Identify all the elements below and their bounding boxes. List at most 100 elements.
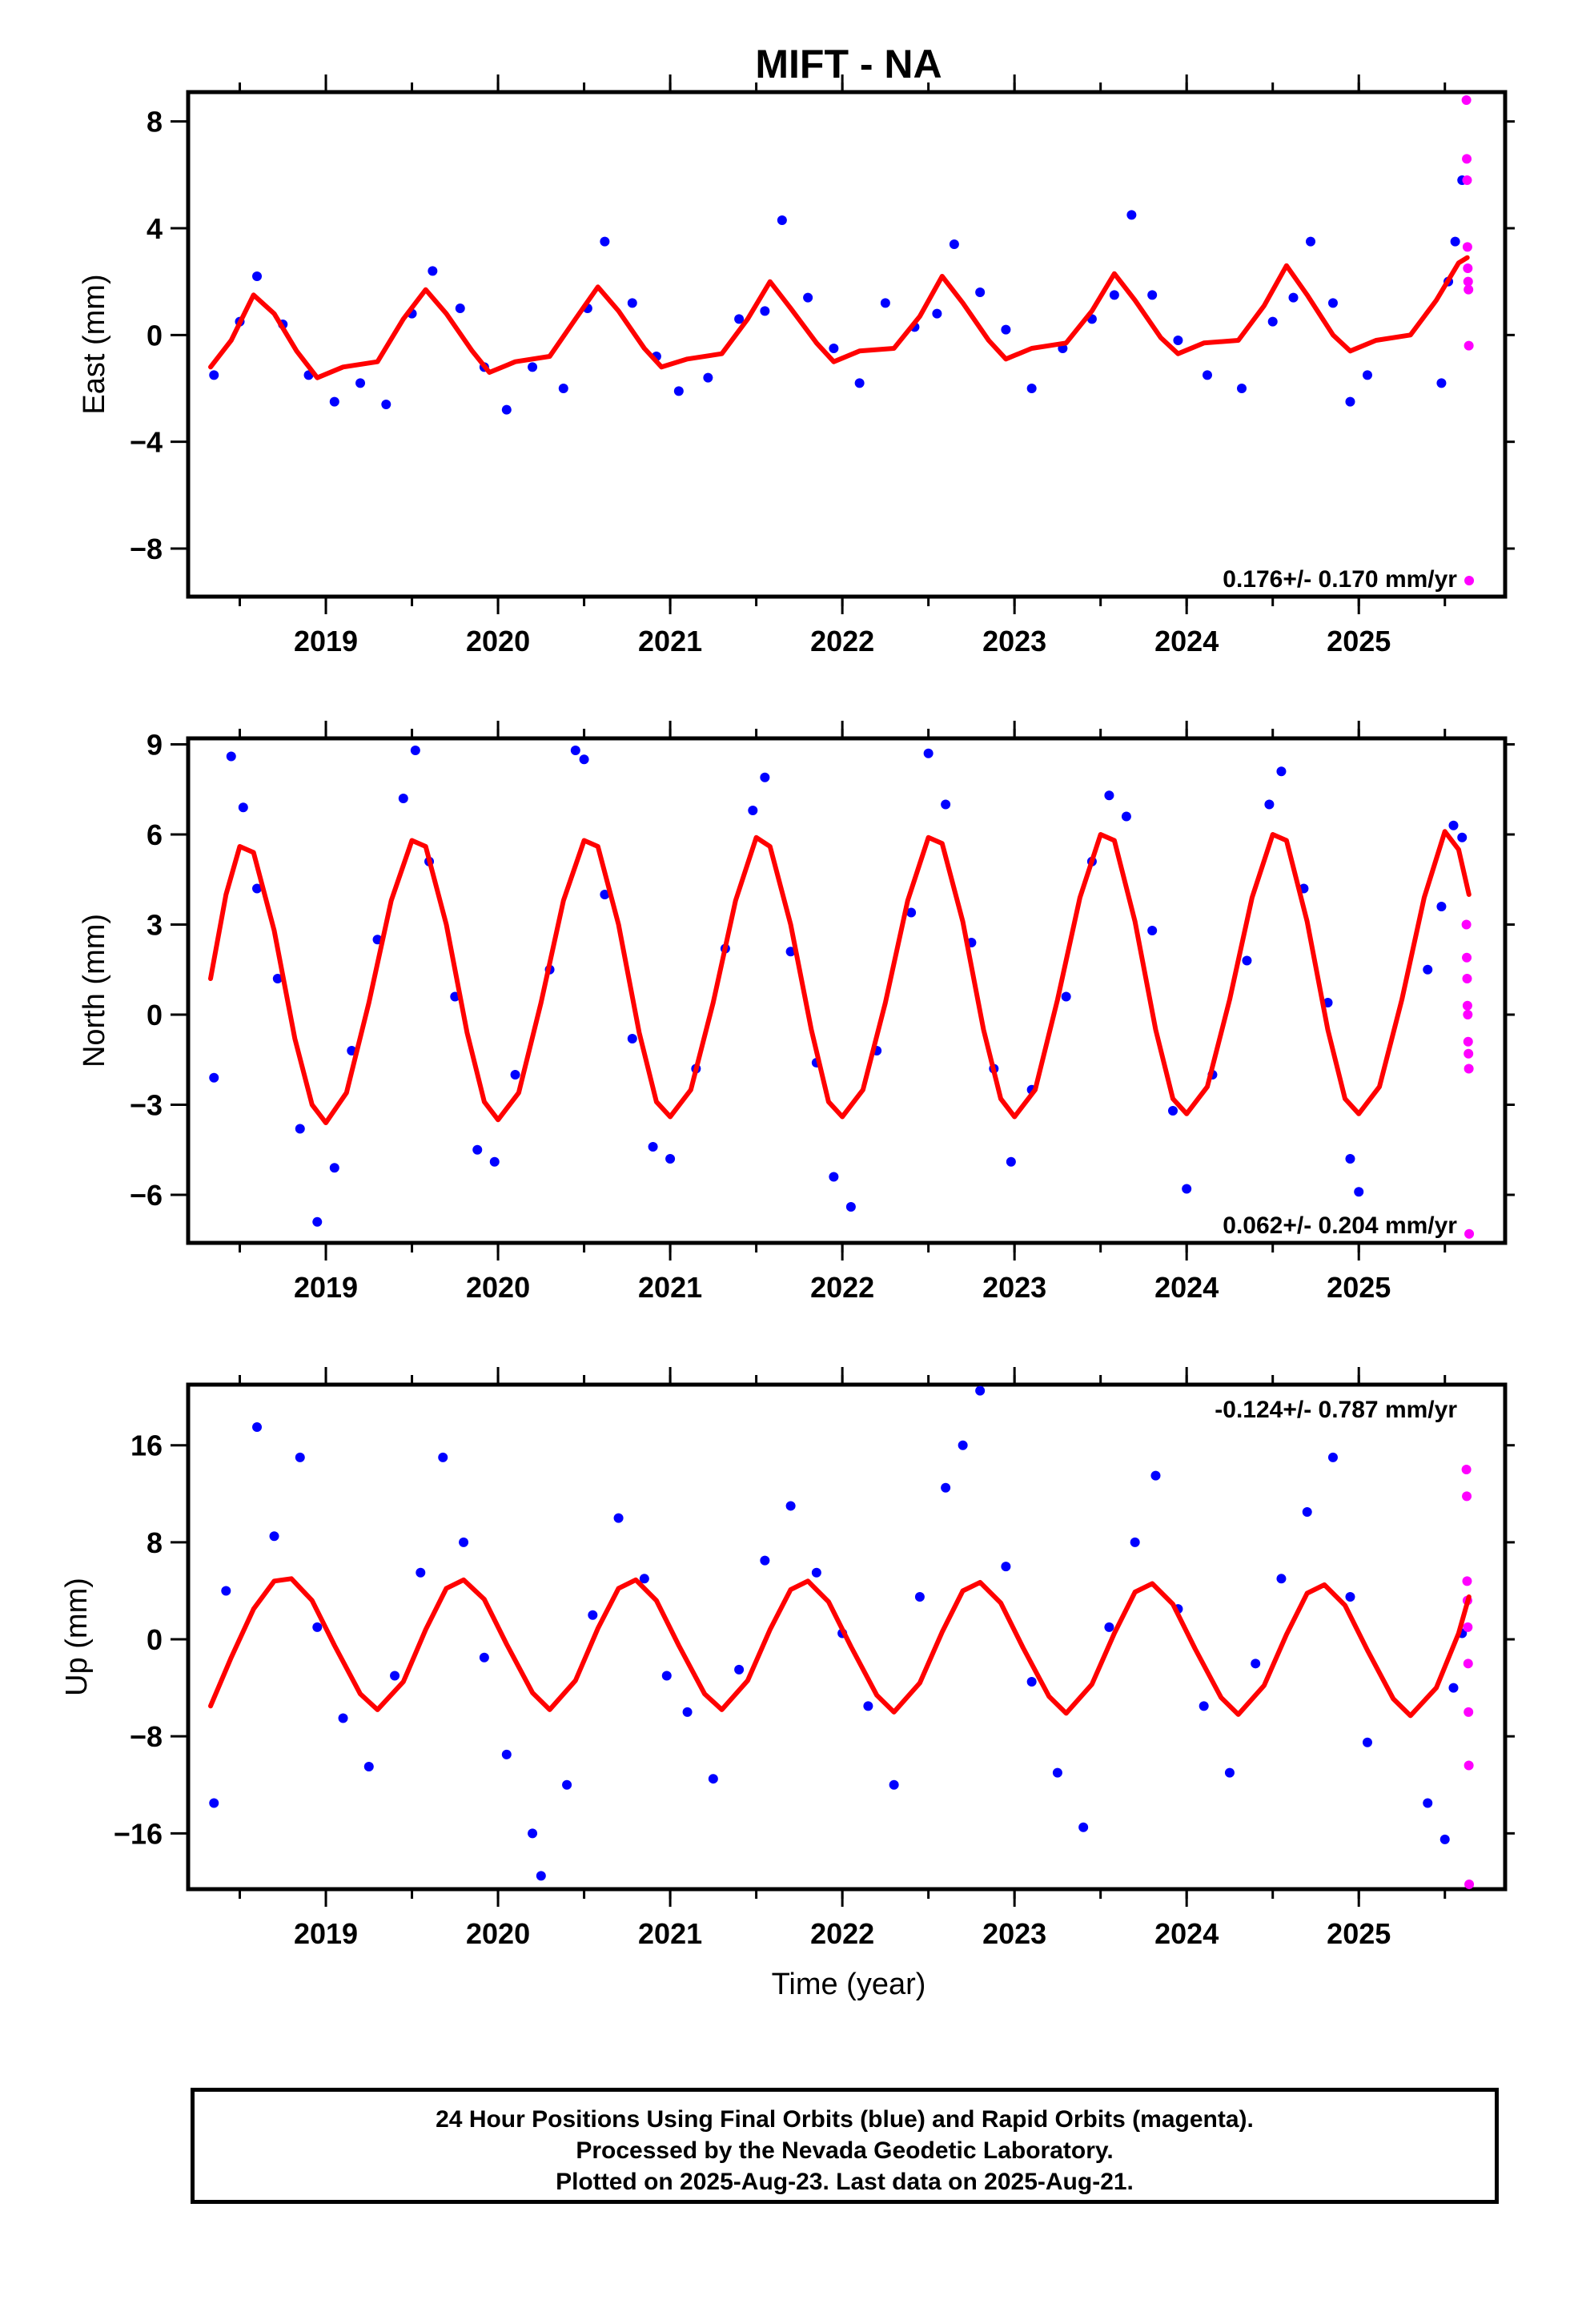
up-final-orbit-point xyxy=(390,1671,400,1681)
east-y-tick-label: −8 xyxy=(130,533,163,565)
east-final-orbit-point xyxy=(501,404,512,415)
east-x-tick-label: 2020 xyxy=(466,625,530,657)
up-final-orbit-point xyxy=(941,1482,951,1493)
up-final-orbit-point xyxy=(295,1452,305,1462)
north-final-orbit-point xyxy=(472,1144,483,1155)
north-final-orbit-point xyxy=(1276,766,1287,777)
east-rapid-orbit-point xyxy=(1464,340,1474,351)
up-final-orbit-point xyxy=(889,1779,899,1790)
up-final-orbit-point xyxy=(501,1749,512,1759)
up-final-orbit-point xyxy=(1439,1834,1450,1844)
north-final-orbit-point xyxy=(510,1070,520,1080)
north-y-tick-label: −3 xyxy=(130,1089,163,1122)
up-final-orbit-point xyxy=(914,1592,925,1602)
north-x-tick-label: 2023 xyxy=(982,1271,1046,1304)
north-final-orbit-point xyxy=(1121,811,1131,822)
east-x-tick-label: 2021 xyxy=(638,625,702,657)
up-rapid-orbit-point xyxy=(1462,1576,1472,1586)
east-final-orbit-point xyxy=(854,378,865,388)
up-x-tick-label: 2019 xyxy=(294,1917,358,1950)
up-x-tick-label: 2020 xyxy=(466,1917,530,1950)
north-rapid-orbit-point xyxy=(1464,1063,1474,1074)
north-final-orbit-point xyxy=(1345,1154,1355,1164)
east-final-orbit-point xyxy=(381,400,391,409)
north-final-orbit-point xyxy=(829,1172,839,1182)
footer-line-3: Plotted on 2025-Aug-23. Last data on 202… xyxy=(556,2169,1134,2195)
up-x-tick-label: 2022 xyxy=(810,1917,874,1950)
footer-line-2: Processed by the Nevada Geodetic Laborat… xyxy=(576,2137,1114,2164)
north-final-orbit-point xyxy=(410,746,420,755)
up-final-orbit-point xyxy=(221,1586,231,1596)
footer-line-1: 24 Hour Positions Using Final Orbits (bl… xyxy=(436,2106,1254,2133)
north-final-orbit-point xyxy=(295,1124,305,1134)
up-final-orbit-point xyxy=(1276,1574,1287,1584)
east-final-orbit-point xyxy=(1173,336,1183,345)
north-rate-label: 0.062+/- 0.204 mm/yr xyxy=(1223,1212,1457,1239)
north-final-orbit-point xyxy=(1354,1187,1364,1197)
north-final-orbit-point xyxy=(760,772,770,782)
up-y-axis-label: Up (mm) xyxy=(60,1578,94,1696)
up-final-orbit-point xyxy=(1327,1452,1338,1462)
north-final-orbit-point xyxy=(209,1072,219,1083)
north-final-orbit-point xyxy=(648,1142,658,1152)
north-rapid-orbit-point xyxy=(1463,1010,1473,1019)
up-rapid-orbit-point xyxy=(1462,1491,1472,1502)
up-final-orbit-point xyxy=(269,1531,279,1542)
up-rapid-orbit-point xyxy=(1461,1465,1472,1475)
up-final-orbit-point xyxy=(958,1440,968,1450)
up-final-orbit-point xyxy=(459,1537,469,1547)
east-x-tick-label: 2023 xyxy=(982,625,1046,657)
north-final-orbit-point xyxy=(1436,902,1447,911)
east-final-orbit-point xyxy=(558,384,568,393)
up-rapid-orbit-point xyxy=(1464,1760,1474,1771)
up-x-tick-label: 2025 xyxy=(1327,1917,1391,1950)
east-rapid-orbit-point xyxy=(1461,95,1472,105)
east-final-orbit-point xyxy=(880,298,890,308)
north-final-orbit-point xyxy=(748,806,758,815)
east-final-orbit-point xyxy=(1267,316,1278,327)
east-x-tick-label: 2019 xyxy=(294,625,358,657)
up-final-orbit-point xyxy=(252,1422,263,1433)
up-final-orbit-point xyxy=(1251,1659,1261,1669)
up-final-orbit-point xyxy=(1026,1677,1037,1687)
up-rapid-orbit-point xyxy=(1463,1659,1473,1669)
up-final-orbit-point xyxy=(536,1871,546,1881)
up-final-orbit-point xyxy=(479,1652,489,1663)
east-y-tick-label: 0 xyxy=(147,319,163,352)
east-final-orbit-point xyxy=(777,215,787,225)
up-x-tick-label: 2021 xyxy=(638,1917,702,1950)
up-final-orbit-point xyxy=(1345,1592,1355,1602)
north-y-axis-label: North (mm) xyxy=(78,914,111,1068)
north-y-tick-label: 0 xyxy=(147,999,163,1031)
north-final-orbit-point xyxy=(238,802,248,813)
north-x-tick-label: 2024 xyxy=(1154,1271,1219,1304)
east-final-orbit-point xyxy=(803,292,813,303)
east-final-orbit-point xyxy=(1202,370,1212,380)
up-final-orbit-point xyxy=(1448,1683,1459,1693)
east-final-orbit-point xyxy=(600,236,610,247)
east-rapid-orbit-point xyxy=(1463,263,1473,273)
east-final-orbit-point xyxy=(329,396,339,407)
east-x-tick-label: 2024 xyxy=(1154,625,1219,657)
north-panel: North (mm) 2019 2020 2021 2022 2023 2024 2025 9… xyxy=(78,721,1515,1304)
east-final-orbit-point xyxy=(1147,290,1158,300)
east-final-orbit-point xyxy=(1450,236,1460,247)
north-plot-frame xyxy=(186,736,1508,1245)
north-rapid-orbit-point xyxy=(1462,1000,1472,1011)
up-final-orbit-point xyxy=(1302,1507,1312,1518)
north-y-tick-label: 3 xyxy=(147,909,163,942)
east-final-orbit-point xyxy=(1436,378,1447,388)
up-final-orbit-point xyxy=(1362,1737,1372,1747)
up-final-orbit-point xyxy=(785,1501,796,1511)
east-final-orbit-point xyxy=(1362,370,1372,380)
east-x-tick-label: 2022 xyxy=(810,625,874,657)
up-final-orbit-point xyxy=(682,1707,693,1717)
east-final-orbit-point xyxy=(1126,210,1137,220)
up-final-orbit-point xyxy=(363,1762,374,1772)
east-y-axis-label: East (mm) xyxy=(78,274,111,414)
north-final-orbit-point xyxy=(923,748,934,758)
east-rapid-orbit-point xyxy=(1464,284,1474,295)
east-final-orbit-point xyxy=(1288,292,1299,303)
north-final-orbit-point xyxy=(600,890,610,899)
